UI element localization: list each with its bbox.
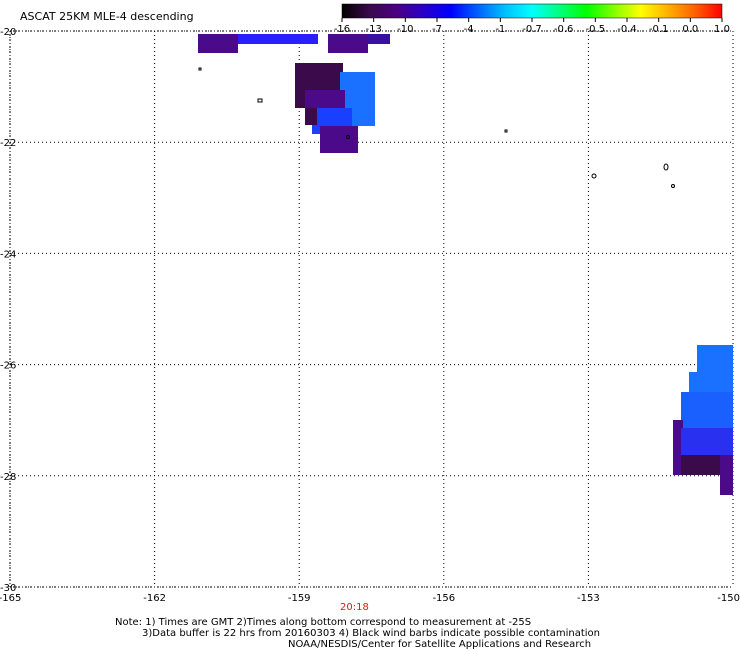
colorbar-tick-label: -13 (365, 24, 381, 35)
data-cell (368, 34, 390, 44)
data-cell (238, 34, 318, 44)
island (346, 135, 350, 139)
data-cell (681, 428, 733, 458)
colorbar-tick-label: 0.0 (682, 24, 698, 35)
data-cell (697, 345, 733, 375)
y-tick-label: -30 (0, 583, 16, 594)
x-tick-label: -156 (432, 593, 455, 604)
colorbar-tick-label: -0.1 (649, 24, 669, 35)
data-cell (720, 455, 733, 495)
note-line-1: Note: 1) Times are GMT 2)Times along bot… (115, 617, 532, 628)
x-tick-label: -150 (717, 593, 740, 604)
colorbar-tick-label: -1 (495, 24, 505, 35)
note-line-3: NOAA/NESDIS/Center for Satellite Applica… (288, 639, 592, 650)
axis-ticks: -165 -162 -159 -156 -153 -150 -20 -22 -24 -26 -28 -… (0, 27, 740, 604)
data-cell (673, 420, 683, 475)
y-tick-label: -24 (0, 249, 16, 260)
data-cell (328, 34, 368, 53)
y-tick-label: -26 (0, 361, 16, 372)
x-tick-label: -153 (577, 593, 600, 604)
x-tick-label: -162 (143, 593, 166, 604)
colorbar-tick-label: 1.0 (714, 24, 730, 35)
island (663, 163, 669, 171)
scatterometer-data (198, 34, 733, 495)
data-cell (320, 126, 358, 153)
colorbar-tick-label: -16 (334, 24, 350, 35)
colorbar-tick-label: -0.7 (522, 24, 542, 35)
data-cell (198, 34, 238, 53)
x-tick-label: -165 (0, 593, 21, 604)
colorbar-tick-label: -0.6 (554, 24, 574, 35)
data-cell (305, 108, 317, 125)
colorbar-gradient (341, 3, 723, 19)
map-title: ASCAT 25KM MLE-4 descending (20, 10, 194, 23)
x-tick-label: -159 (288, 593, 311, 604)
colorbar-tick-label: -0.4 (617, 24, 637, 35)
colorbar-tick-label: -4 (464, 24, 474, 35)
island (591, 173, 597, 179)
colorbar: -16 -13 -10 -7 -4 -1 -0.7 -0.6 -0.5 -0.4 -0.1 0.0 1.… (334, 3, 730, 35)
island (671, 184, 675, 188)
time-label: 20:18 (340, 602, 369, 613)
island (504, 129, 508, 133)
colorbar-tick-label: -7 (432, 24, 442, 35)
grid (9, 30, 734, 588)
note-line-2: 3)Data buffer is 22 hrs from 20160303 4)… (142, 628, 600, 639)
data-cell (681, 455, 723, 475)
island-outlines (198, 67, 675, 188)
y-tick-label: -22 (0, 138, 16, 149)
colorbar-tick-label: -0.5 (586, 24, 606, 35)
island (198, 67, 202, 71)
colorbar-tick-label: -10 (397, 24, 413, 35)
y-tick-label: -20 (0, 27, 16, 38)
data-cell (681, 392, 733, 428)
y-tick-label: -28 (0, 472, 16, 483)
island (257, 98, 263, 103)
